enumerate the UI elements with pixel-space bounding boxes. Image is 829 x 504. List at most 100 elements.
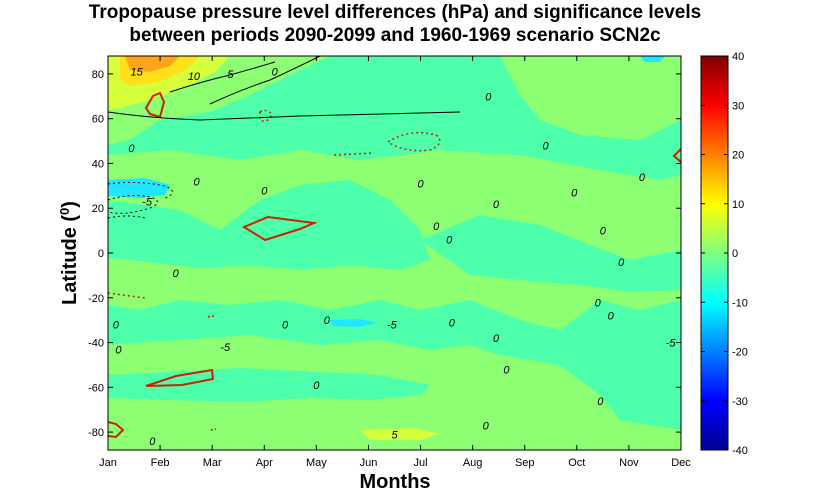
contour-label: 0 — [595, 297, 602, 309]
region-negative-south-band — [108, 368, 430, 402]
sig-dotted-w-20s — [108, 292, 146, 299]
sig-region-nw — [144, 91, 166, 119]
contour-label: 0 — [618, 257, 625, 269]
x-tick-label: Jun — [360, 457, 378, 469]
sig-dotted-mar — [207, 315, 215, 318]
contour-label: 5 — [391, 429, 398, 441]
contour-label: -5 — [666, 338, 677, 350]
x-tick-label: Aug — [463, 457, 483, 469]
y-tick-label: -40 — [88, 338, 104, 350]
contour-label: 0 — [128, 143, 135, 155]
contour-lines — [108, 56, 461, 219]
contour-label: 10 — [188, 71, 201, 83]
x-tick-label: Jan — [99, 457, 117, 469]
sig-region-s60 — [145, 368, 215, 387]
sig-region-edge-ne — [672, 148, 681, 163]
colorbar — [700, 55, 729, 451]
region-negative-tongue-b — [420, 215, 681, 292]
contour-label: 15 — [131, 67, 144, 79]
contour-label: 0 — [433, 221, 440, 233]
x-tick-label: May — [306, 457, 327, 469]
x-tick-label: Feb — [151, 457, 170, 469]
colorbar-tick-label: 0 — [732, 248, 738, 260]
contour-label: 0 — [543, 141, 550, 153]
region-orange-nw — [125, 56, 180, 72]
sig-region-edge-s — [108, 421, 125, 439]
sig-dashed-40n — [333, 152, 375, 156]
contour-label: 0 — [446, 235, 453, 247]
contour-line-neg5-dotted-a — [108, 195, 158, 214]
contour-label: -5 — [387, 320, 398, 332]
x-tick-label: Mar — [203, 457, 222, 469]
colorbar-tick-label: 40 — [732, 51, 744, 63]
y-tick-label: 40 — [92, 158, 104, 170]
contour-line-zero-a — [108, 111, 461, 121]
contour-label: 0 — [483, 420, 490, 432]
contour-label: 0 — [493, 333, 500, 345]
x-tick-label: Nov — [619, 457, 639, 469]
y-axis: 80 60 40 20 0 -20 -40 -60 -80 — [88, 69, 681, 439]
colorbar-tick-label: -10 — [732, 297, 748, 309]
colorbar-tick-label: 20 — [732, 150, 744, 162]
contour-label: -5 — [142, 197, 153, 209]
colorbar-tick-label: 30 — [732, 100, 744, 112]
contour-label: 0 — [449, 317, 456, 329]
contour-label: 0 — [261, 185, 268, 197]
y-tick-label: -60 — [88, 382, 104, 394]
contour-label: 5 — [227, 69, 234, 81]
contour-label: -5 — [220, 342, 231, 354]
significance-contours — [108, 91, 681, 439]
colorbar-ticks: 40 30 20 10 0 -10 -20 -30 -40 — [701, 51, 748, 457]
y-tick-label: 60 — [92, 114, 104, 126]
x-axis-label: Months — [359, 471, 430, 493]
chart-title: Tropopause pressure level differences (h… — [88, 2, 702, 23]
region-yellow-south — [360, 428, 440, 440]
y-tick-label: 80 — [92, 69, 104, 81]
contour-label: 0 — [503, 364, 510, 376]
contour-label: 0 — [597, 396, 604, 408]
region-cyan-topright — [640, 56, 665, 62]
sig-region-eq — [241, 215, 318, 242]
y-axis-label-sup: 0 — [57, 208, 72, 215]
x-tick-label: Oct — [568, 457, 585, 469]
colorbar-tick-label: -20 — [732, 347, 748, 359]
contour-line-neg5-dotted-b — [108, 181, 173, 199]
region-cyan-small-south — [330, 319, 378, 327]
y-axis-label-close: ) — [59, 201, 81, 208]
sig-dotted-small-ne — [259, 109, 273, 122]
contour-label: 0 — [193, 176, 200, 188]
contour-label: 0 — [272, 67, 279, 79]
contour-line-5 — [209, 56, 321, 105]
x-tick-label: Dec — [671, 457, 691, 469]
contour-fill — [108, 56, 681, 450]
contour-label: 0 — [485, 91, 492, 103]
contour-label: 0 — [173, 268, 180, 280]
contour-label: 0 — [493, 199, 500, 211]
x-axis: Jan Feb Mar Apr May Jun Jul Aug Sep Oct Nov Dec — [99, 56, 691, 469]
contour-label: 0 — [115, 344, 122, 356]
y-axis-label: Latitude (0) — [57, 201, 81, 305]
contour-label: 0 — [571, 188, 578, 200]
contour-label: 0 — [282, 320, 289, 332]
y-axis-label-text: Latitude ( — [59, 215, 81, 305]
region-positive-upper-right — [500, 56, 681, 140]
contour-label: 0 — [324, 315, 331, 327]
contour-label: 0 — [600, 226, 607, 238]
contour-label: 0 — [149, 436, 156, 448]
contour-line-10 — [169, 61, 276, 93]
x-tick-label: Apr — [256, 457, 273, 469]
colorbar-tick-label: -40 — [732, 445, 748, 457]
y-tick-label: 20 — [92, 203, 104, 215]
region-negative-tongue-a — [108, 180, 430, 270]
contour-label: 0 — [608, 311, 615, 323]
x-tick-label: Sep — [515, 457, 535, 469]
x-tick-label: Jul — [414, 457, 428, 469]
y-tick-label: 0 — [98, 248, 104, 260]
contour-label: 0 — [639, 172, 646, 184]
colorbar-tick-label: -30 — [732, 396, 748, 408]
contour-label: 0 — [417, 179, 424, 191]
contour-label: 0 — [113, 320, 120, 332]
